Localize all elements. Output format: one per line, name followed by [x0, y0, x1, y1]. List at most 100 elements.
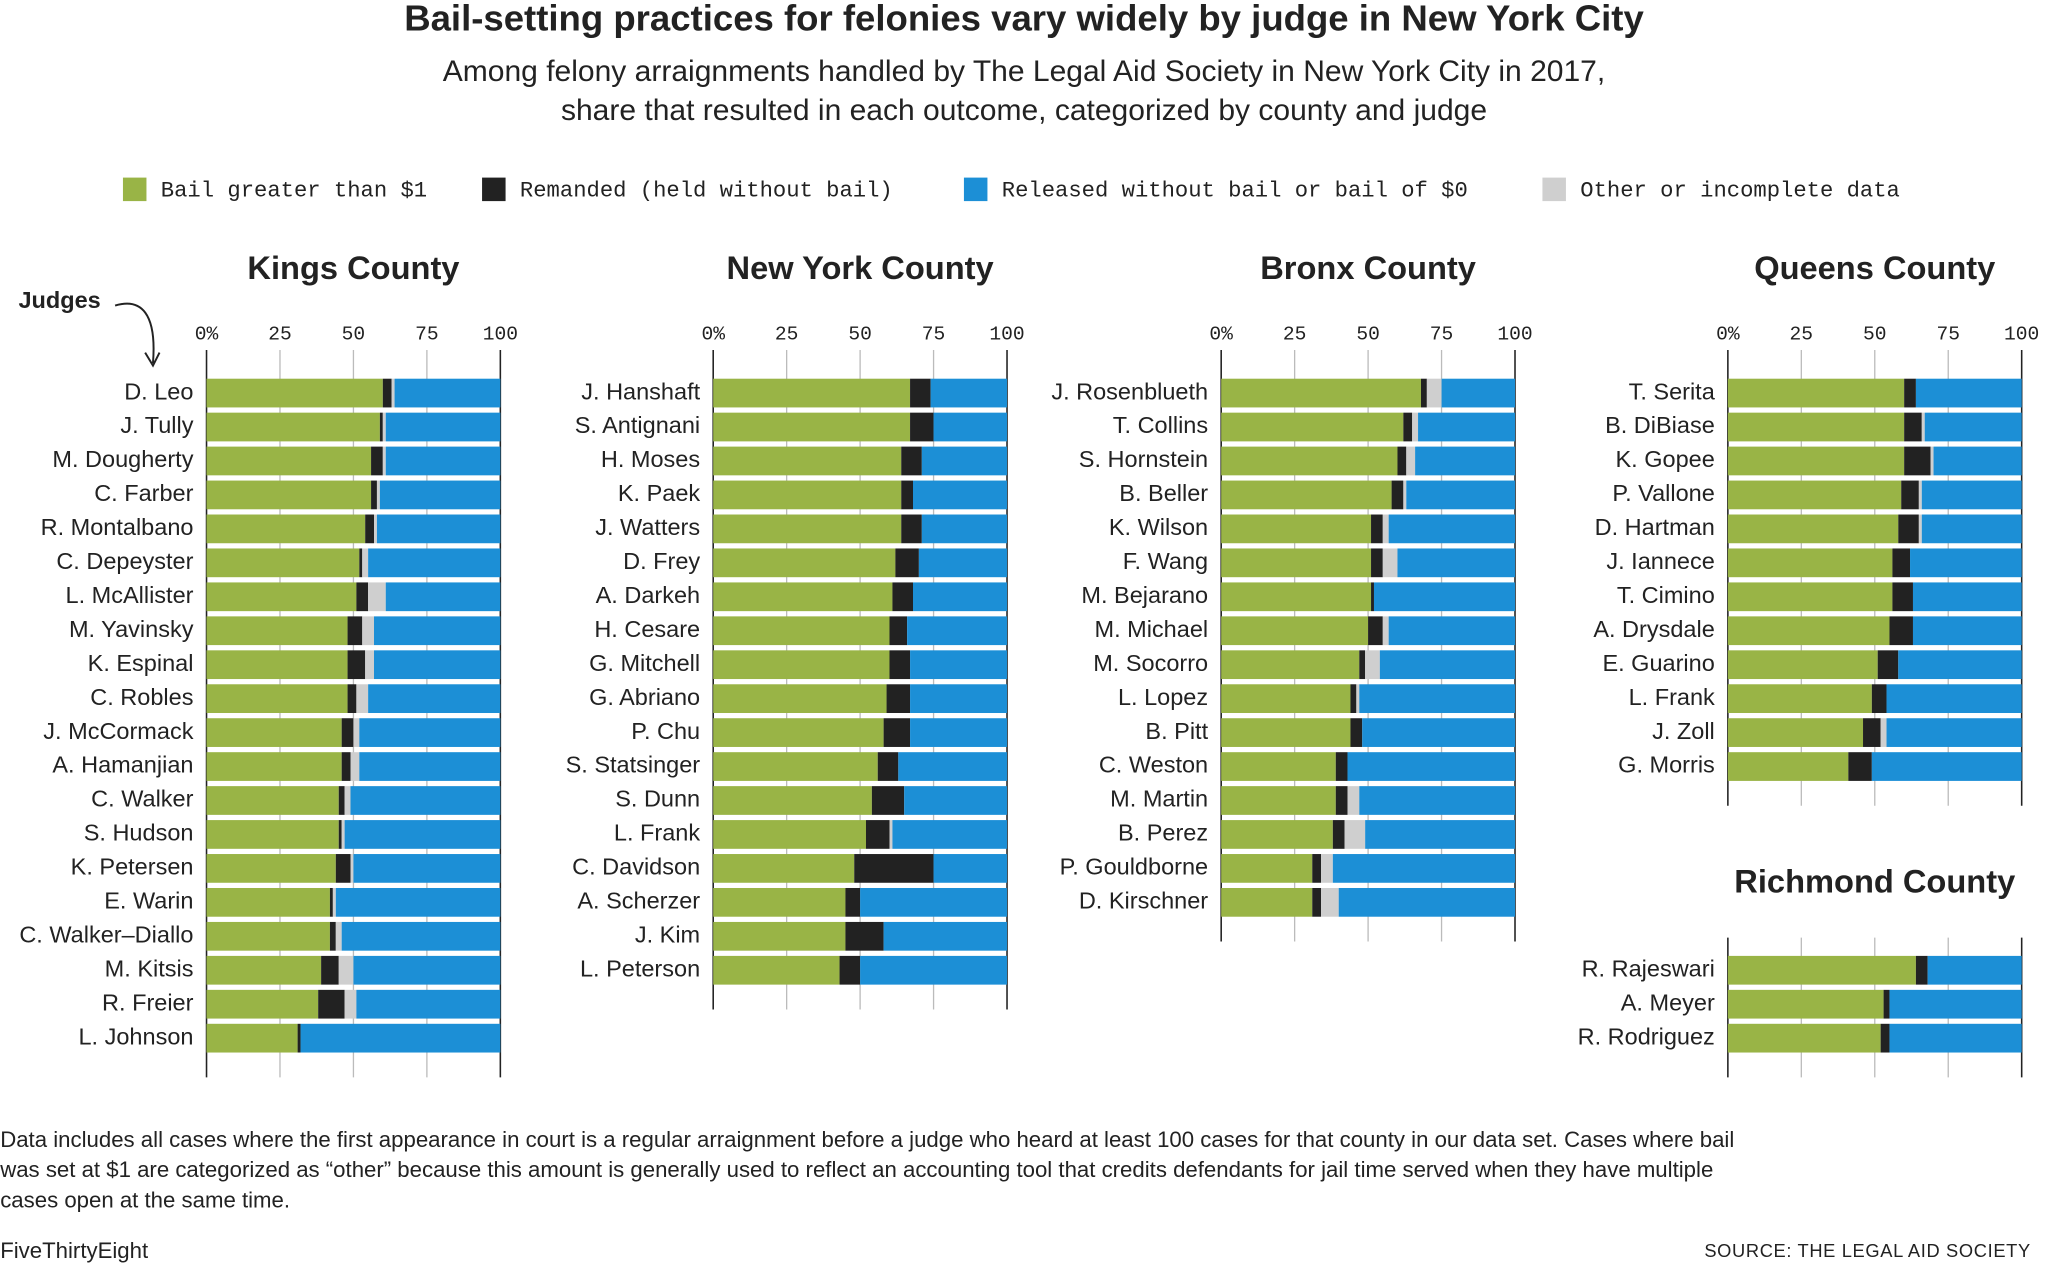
bar-segment [206, 412, 380, 442]
bar-segment [1889, 989, 2022, 1019]
bar-segment [1221, 582, 1372, 612]
category-label: E. Guarino [1602, 650, 1714, 676]
bar-segment [1904, 412, 1922, 442]
bar-segment [1406, 446, 1416, 476]
category-label: K. Wilson [1109, 514, 1208, 540]
category-label: S. Hornstein [1079, 446, 1208, 472]
bar-segment [382, 446, 386, 476]
category-label: J. Tully [120, 412, 193, 438]
category-label: C. Robles [90, 684, 193, 710]
bar-segment [1898, 650, 2022, 680]
bar-segment [1312, 854, 1322, 883]
bar-segment [910, 718, 1008, 747]
x-tick-label: 0% [1716, 323, 1740, 345]
annotation-arrow [114, 302, 161, 368]
bar-segment [1886, 718, 2022, 747]
bar-segment [206, 378, 383, 408]
bar-segment [1910, 548, 2022, 578]
subtitle: share that resulted in each outcome, cat… [561, 94, 1487, 127]
source: SOURCE: THE LEGAL AID SOCIETY [1704, 1240, 2031, 1261]
bar-segment [1359, 650, 1366, 680]
bar-segment [368, 548, 501, 578]
bar-segment [391, 378, 395, 408]
category-label: G. Abriano [589, 684, 700, 710]
bar-segment [1221, 412, 1404, 442]
bar-segment [1388, 616, 1516, 646]
bar-segment [1321, 854, 1333, 883]
bar-segment [356, 989, 501, 1019]
bar-segment [335, 887, 501, 917]
x-tick-label: 100 [989, 323, 1024, 345]
bar-segment [1889, 616, 1913, 646]
bar-segment [206, 989, 319, 1019]
category-label: M. Dougherty [52, 446, 193, 472]
bar-segment [713, 582, 893, 612]
category-label: C. Weston [1099, 752, 1208, 778]
category-label: C. Walker [91, 786, 193, 812]
chart-title: Bail-setting practices for felonies vary… [404, 0, 1644, 39]
bar-segment [338, 786, 345, 815]
bar-segment [371, 446, 383, 476]
bar-segment [1901, 480, 1919, 510]
bar-segment [359, 718, 501, 747]
bar-segment [930, 378, 1008, 408]
bar-segment [1382, 548, 1398, 578]
bar-segment [350, 786, 501, 815]
x-tick-label: 25 [775, 323, 799, 345]
x-tick-label: 0% [701, 323, 725, 345]
bar-segment [382, 412, 386, 442]
subtitle: Among felony arraignments handled by The… [443, 55, 1605, 88]
bar-segment [933, 854, 1008, 883]
legend-swatch [1542, 177, 1566, 202]
bar-segment [341, 752, 351, 781]
bar-segment [913, 480, 1008, 510]
bar-segment [907, 616, 1008, 646]
bar-segment [329, 921, 336, 951]
panel-title: Queens County [1754, 249, 1995, 286]
bar-segment [713, 921, 846, 951]
bar-segment [385, 446, 501, 476]
bar-segment [347, 616, 363, 646]
bar-segment [1391, 480, 1404, 510]
bar-segment [1359, 684, 1516, 714]
bar-segment [1886, 684, 2022, 714]
bar-segment [713, 514, 902, 544]
legend-swatch [963, 177, 988, 202]
x-tick-label: 50 [1356, 323, 1380, 345]
bar-segment [865, 820, 890, 849]
bar-segment [1347, 752, 1516, 781]
bar-segment [1727, 582, 1893, 612]
bar-segment [206, 955, 322, 985]
bar-segment [206, 786, 339, 815]
bar-segment [1221, 548, 1372, 578]
bar-segment [1312, 887, 1322, 917]
bar-segment [1332, 854, 1516, 883]
bar-segment [1933, 446, 2022, 476]
bar-segment [1338, 887, 1516, 917]
category-label: J. Kim [635, 922, 700, 948]
bar-segment [1727, 650, 1878, 680]
bar-segment [1883, 989, 1890, 1019]
category-label: G. Morris [1618, 752, 1715, 778]
bar-segment [1362, 718, 1516, 747]
category-label: C. Walker–Diallo [19, 922, 193, 948]
x-tick-label: 25 [1790, 323, 1814, 345]
bar-segment [910, 684, 1008, 714]
bar-segment [356, 582, 369, 612]
bar-segment [1848, 752, 1872, 781]
bar-segment [713, 446, 902, 476]
category-label: D. Leo [124, 378, 193, 404]
bar-segment [1441, 378, 1516, 408]
legend-label: Released without bail or bail of $0 [1002, 179, 1468, 204]
category-label: F. Wang [1123, 548, 1208, 574]
bar-segment [1221, 378, 1421, 408]
bar-segment [901, 446, 922, 476]
bar-segment [206, 582, 357, 612]
bar-segment [1921, 412, 1925, 442]
bar-segment [206, 820, 339, 849]
category-label: B. DiBiase [1605, 412, 1715, 438]
bar-segment [1221, 887, 1313, 917]
category-label: L. Frank [614, 820, 700, 846]
category-label: A. Meyer [1621, 989, 1715, 1015]
category-label: L. Johnson [78, 1023, 193, 1049]
